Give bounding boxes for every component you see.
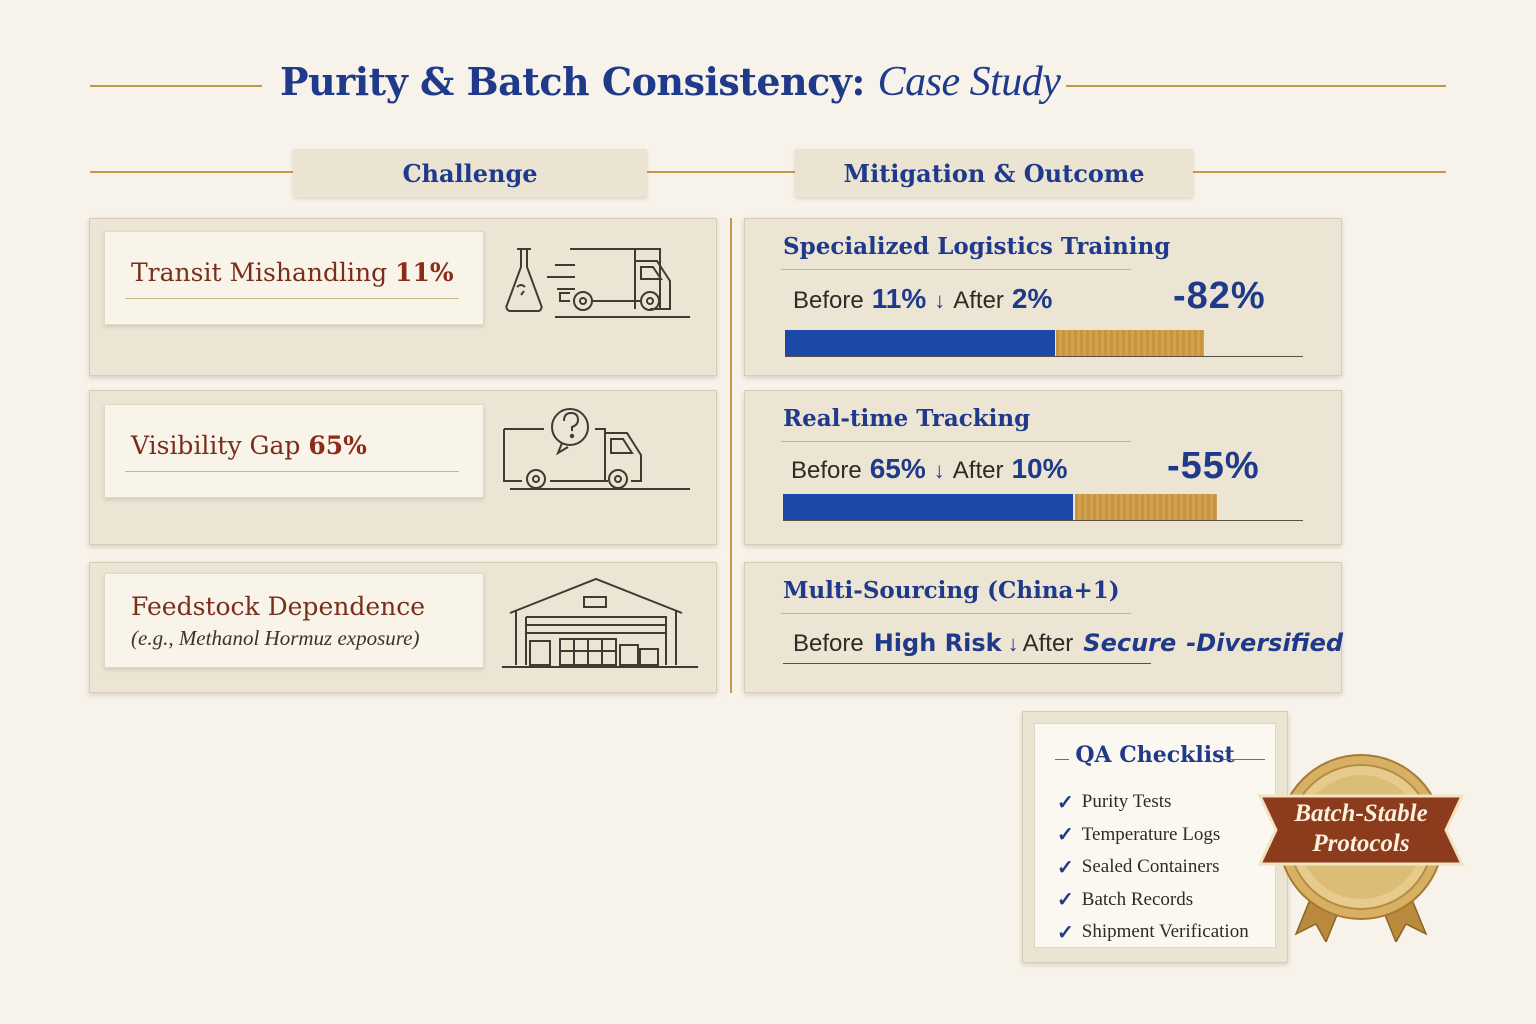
mitigation-card-1: Specialized Logistics Training Before 11… — [744, 218, 1342, 376]
before-label: Before — [791, 457, 862, 484]
title-rule-left — [90, 85, 262, 87]
after-bar — [1075, 494, 1217, 520]
challenge-label: Feedstock Dependence — [131, 592, 425, 621]
qa-title-dash-right — [1223, 759, 1265, 760]
row-underline — [783, 663, 1151, 664]
header-rule-3 — [1192, 171, 1446, 173]
badge-medal-icon — [1257, 754, 1465, 942]
title-main: Purity & Batch Consistency: — [280, 59, 865, 104]
truck-question-icon — [503, 408, 690, 490]
challenge-label-card: Transit Mishandling 11% — [104, 231, 484, 325]
challenge-value: 65% — [308, 431, 367, 460]
qa-item-label: Batch Records — [1081, 888, 1194, 910]
challenge-label: Transit Mishandling 11% — [131, 258, 454, 287]
challenge-label-card: Visibility Gap 65% — [104, 404, 484, 498]
batch-stable-badge: Batch-Stable Protocols — [1256, 752, 1466, 942]
warehouse-icon — [502, 577, 698, 668]
column-header-mitigation-label: Mitigation & Outcome — [843, 158, 1145, 188]
challenge-card-3: Feedstock Dependence (e.g., Methanol Hor… — [89, 562, 717, 693]
challenge-card-2: Visibility Gap 65% — [89, 390, 717, 545]
challenge-note: (e.g., Methanol Hormuz exposure) — [131, 626, 420, 650]
before-after-row: Before 65% ↓ After 10% — [791, 453, 1068, 485]
qa-item: ✓ Temperature Logs — [1057, 819, 1249, 852]
qa-item: ✓ Batch Records — [1057, 884, 1249, 917]
mitigation-title-rule — [781, 269, 1131, 270]
challenge-value: 11% — [395, 258, 454, 287]
before-label: Before — [793, 630, 864, 657]
after-value: 10% — [1011, 453, 1068, 484]
before-value: 11% — [871, 283, 927, 314]
qa-title: QA Checklist — [1075, 742, 1235, 768]
mitigation-title: Specialized Logistics Training — [783, 233, 1171, 260]
before-after-row: Before 11% ↓ After 2% — [793, 283, 1052, 315]
check-icon: ✓ — [1057, 824, 1074, 847]
bar-baseline — [783, 520, 1303, 521]
challenge-label-card: Feedstock Dependence (e.g., Methanol Hor… — [104, 573, 484, 668]
after-label: After — [953, 287, 1004, 314]
column-divider — [730, 218, 732, 693]
qa-item-label: Temperature Logs — [1081, 823, 1221, 845]
qa-item-label: Sealed Containers — [1081, 856, 1220, 878]
before-bar — [785, 330, 1055, 356]
challenge-label-text: Visibility Gap — [131, 431, 301, 460]
check-icon: ✓ — [1057, 791, 1074, 814]
mitigation-title: Multi-Sourcing (China+1) — [783, 577, 1120, 604]
badge-line-2: Protocols — [1312, 830, 1410, 857]
header-rule-2 — [646, 171, 796, 173]
before-after-row: Before High Risk ↓ After Secure -Diversi… — [793, 629, 1343, 658]
title-sub: Case Study — [877, 59, 1061, 105]
down-arrow-icon: ↓ — [1007, 631, 1019, 656]
after-extra: -Diversified — [1186, 629, 1344, 657]
challenge-label-text: Transit Mishandling — [131, 258, 388, 287]
qa-item: ✓ Shipment Verification — [1057, 916, 1249, 949]
label-underline — [125, 471, 459, 472]
before-bar — [783, 494, 1073, 520]
check-icon: ✓ — [1057, 921, 1074, 944]
challenge-label-text: Feedstock Dependence — [131, 592, 426, 621]
mitigation-title-rule — [781, 613, 1131, 614]
qa-item: ✓ Purity Tests — [1057, 786, 1249, 819]
qa-list: ✓ Purity Tests ✓ Temperature Logs ✓ Sealed … — [1057, 786, 1249, 949]
mitigation-card-3: Multi-Sourcing (China+1) Before High Ris… — [744, 562, 1343, 693]
before-value: High Risk — [873, 629, 1002, 657]
qa-item: ✓ Sealed Containers — [1057, 851, 1249, 884]
before-label: Before — [793, 287, 864, 314]
qa-title-dash-left — [1055, 759, 1069, 760]
mitigation-title: Real-time Tracking — [783, 405, 1031, 432]
badge-line-1: Batch-Stable — [1294, 800, 1428, 827]
check-icon: ✓ — [1057, 856, 1074, 879]
column-header-challenge: Challenge — [293, 149, 647, 197]
column-header-mitigation: Mitigation & Outcome — [795, 149, 1193, 197]
challenge-card-1: Transit Mishandling 11% — [89, 218, 717, 376]
qa-checklist-panel: QA Checklist ✓ Purity Tests ✓ Temperature … — [1034, 723, 1276, 948]
change-percent: -55% — [1167, 445, 1260, 487]
qa-item-label: Shipment Verification — [1081, 921, 1249, 943]
challenge-label: Visibility Gap 65% — [131, 431, 367, 460]
mitigation-title-rule — [781, 441, 1131, 442]
label-underline — [125, 298, 459, 299]
before-value: 65% — [869, 453, 926, 484]
header-rule-1 — [90, 171, 294, 173]
down-arrow-icon: ↓ — [934, 288, 946, 313]
column-header-challenge-label: Challenge — [402, 158, 538, 188]
title-rule-right — [1066, 85, 1446, 87]
qa-item-label: Purity Tests — [1081, 791, 1172, 813]
flask-truck-icon — [505, 248, 690, 318]
check-icon: ✓ — [1057, 889, 1074, 912]
down-arrow-icon: ↓ — [933, 458, 945, 483]
after-label: After — [952, 457, 1004, 484]
after-value: Secure — [1083, 629, 1177, 657]
change-percent: -82% — [1173, 275, 1266, 317]
bar-baseline — [785, 356, 1303, 357]
mitigation-card-2: Real-time Tracking Before 65% ↓ After 10… — [744, 390, 1342, 545]
qa-checklist-card: QA Checklist ✓ Purity Tests ✓ Temperature … — [1022, 711, 1288, 963]
after-bar — [1056, 330, 1204, 356]
page-title: Purity & Batch Consistency: Case Study — [280, 58, 1061, 114]
after-value: 2% — [1011, 283, 1053, 314]
after-label: After — [1022, 630, 1074, 657]
